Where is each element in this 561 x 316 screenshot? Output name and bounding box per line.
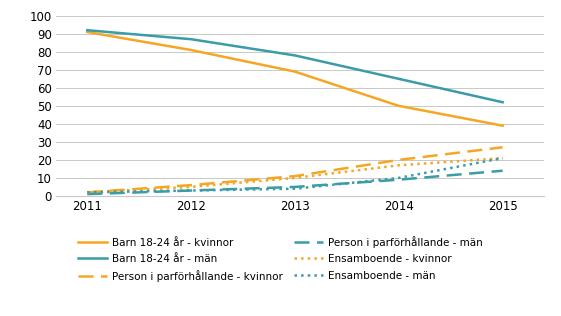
Legend: Barn 18-24 år - kvinnor, Barn 18-24 år - män, Person i parförhållande - kvinnor,: Barn 18-24 år - kvinnor, Barn 18-24 år -… [74, 232, 487, 287]
